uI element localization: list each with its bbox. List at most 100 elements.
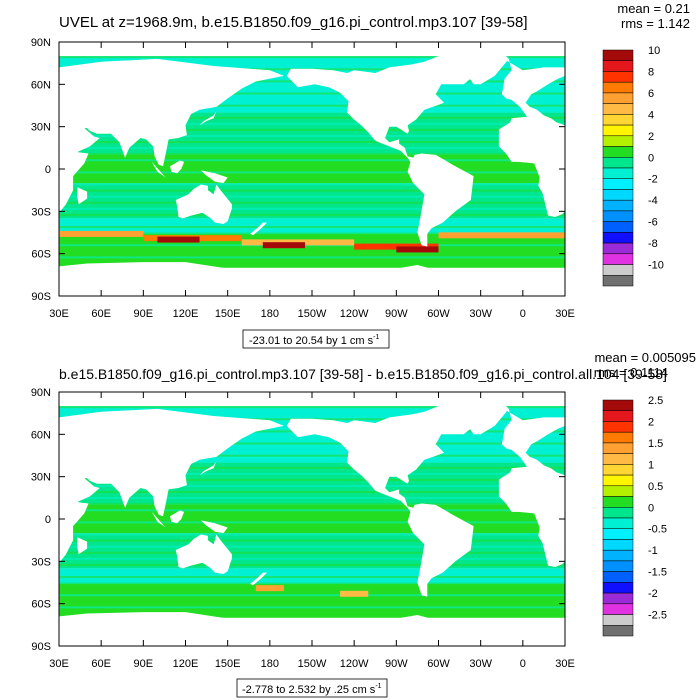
colorbar-label: 2 [648, 131, 654, 143]
land-mass [250, 572, 267, 586]
top-range-label: -23.01 to 20.54 by 1 cm s-1 [249, 334, 379, 347]
ocean-streak [59, 503, 565, 506]
colorbar-label: 0.5 [648, 481, 663, 493]
land-mass [59, 58, 284, 212]
top-map [59, 51, 565, 296]
land-mass [59, 408, 284, 562]
current-jet [354, 243, 439, 250]
top-colorbar: 10 8 6 4 2 0 -2 -4 -6 -8 -10 [602, 45, 664, 287]
ocean-streak [59, 582, 565, 585]
colorbar-swatch [602, 199, 634, 212]
ocean-streak [59, 62, 565, 65]
colorbar-label: 0 [648, 502, 654, 514]
ocean-streak [59, 545, 565, 548]
y-tick-label: 0 [45, 164, 51, 176]
ocean-streak [59, 116, 565, 119]
y-tick-label: 90N [31, 37, 51, 49]
y-tick-label: 60N [31, 79, 51, 91]
bottom-range-label: -2.778 to 2.532 by .25 cm s-1 [242, 683, 382, 696]
colorbar-swatch [602, 49, 634, 61]
land-mass [77, 537, 88, 555]
top-rms-label: rms = 1.142 [621, 16, 690, 31]
ocean-streak [59, 442, 565, 445]
ocean-streak [59, 134, 565, 137]
colorbar-label: 0 [648, 152, 654, 164]
colorbar-label: -1 [648, 545, 658, 557]
colorbar-label: 6 [648, 88, 654, 100]
ocean-streak [59, 412, 565, 415]
x-tick-label: 30E [555, 658, 575, 670]
ocean-streak [59, 551, 565, 554]
ocean-streak [59, 232, 565, 235]
colorbar-swatch [602, 210, 634, 222]
x-tick-label: 90W [385, 658, 408, 670]
y-tick-label: 0 [45, 514, 51, 526]
ocean-streak [59, 454, 565, 457]
land-mass [201, 170, 228, 184]
ocean-band [59, 183, 565, 219]
land-mass [199, 461, 217, 476]
ocean-streak [59, 98, 565, 101]
colorbar-swatch [602, 103, 634, 115]
ocean-streak [59, 238, 565, 241]
colorbar-label: -4 [648, 195, 658, 207]
colorbar-swatch [602, 549, 634, 562]
colorbar-swatch [602, 410, 634, 422]
land-mass [170, 510, 185, 524]
x-tick-label: 90W [385, 308, 408, 320]
colorbar-swatch [602, 114, 634, 126]
colorbar-label: 2.5 [648, 395, 663, 407]
x-tick-label: 180 [261, 658, 279, 670]
y-tick-label: 90S [31, 641, 51, 653]
ocean-streak [59, 256, 565, 259]
ocean-streak [59, 153, 565, 156]
ocean-streak [59, 436, 565, 439]
current-jet [157, 236, 200, 243]
ocean-streak [59, 606, 565, 609]
x-tick-label: 180 [261, 308, 279, 320]
x-tick-label: 90E [134, 658, 154, 670]
land-mass [498, 56, 565, 217]
colorbar-swatch [602, 582, 634, 594]
x-tick-label: 0 [520, 658, 526, 670]
colorbar-swatch [602, 474, 634, 487]
colorbar-label: 8 [648, 66, 654, 78]
x-tick-label: 60W [427, 658, 450, 670]
y-tick-label: 90S [31, 291, 51, 303]
ocean-streak [59, 497, 565, 500]
ocean-streak [59, 527, 565, 530]
ocean-streak [59, 491, 565, 494]
colorbar-label: -0.5 [648, 524, 667, 536]
ocean-streak [59, 177, 565, 180]
ocean-streak [59, 92, 565, 95]
colorbar-swatch [602, 242, 634, 255]
colorbar-label: -10 [648, 260, 664, 272]
ocean-streak [59, 56, 565, 59]
colorbar-swatch [602, 603, 634, 615]
colorbar-swatch [602, 485, 634, 497]
ocean-streak [59, 213, 565, 216]
ocean-streak [59, 195, 565, 198]
current-jet [396, 246, 439, 253]
y-tick-label: 30S [31, 556, 51, 568]
current-jet [340, 590, 369, 597]
ocean-streak [59, 594, 565, 597]
colorbar-swatch [602, 92, 634, 104]
y-tick-label: 30N [31, 122, 51, 134]
ocean-streak [59, 147, 565, 150]
ocean-streak [59, 460, 565, 463]
land-mass [286, 401, 502, 597]
colorbar-swatch [602, 442, 634, 454]
colorbar-swatch [602, 178, 634, 190]
ocean-streak [59, 521, 565, 524]
colorbar-label: -1.5 [648, 567, 667, 579]
ocean-streak [59, 515, 565, 518]
ocean-streak [59, 165, 565, 168]
colorbar-swatch [602, 167, 634, 179]
ocean-band [59, 533, 565, 569]
colorbar-swatch [602, 507, 634, 519]
ocean-streak [59, 159, 565, 162]
x-tick-label: 30E [49, 658, 69, 670]
bottom-axes: 30E 60E 90E 120E 150E 180 150W 120W 90W 60W 30W 0 30… [31, 387, 575, 670]
